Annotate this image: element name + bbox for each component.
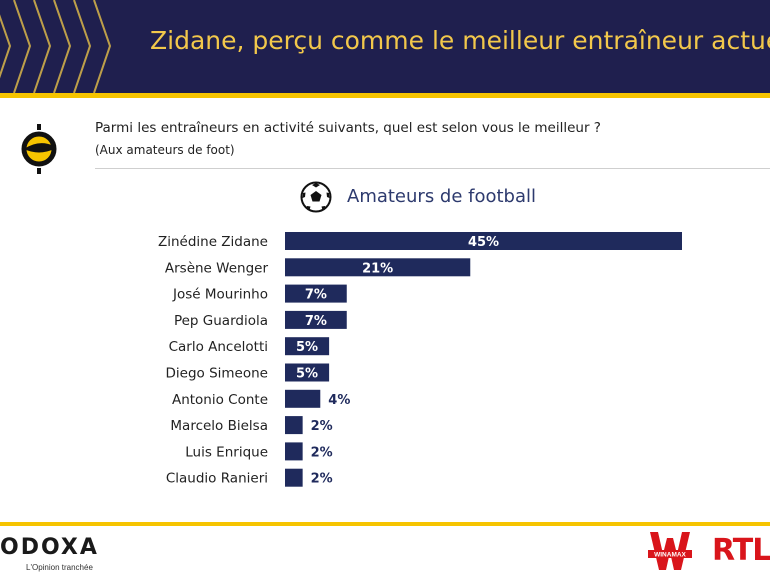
header-banner: Zidane, perçu comme le meilleur entraîne… [0, 0, 770, 93]
value-label: 2% [311, 472, 333, 487]
category-label: Pep Guardiola [174, 313, 268, 329]
odoxa-logo: ODOXA [0, 535, 99, 560]
category-label: Antonio Conte [172, 392, 268, 408]
rtl-logo: RTL [712, 533, 770, 568]
bar [285, 310, 347, 329]
separator-line [95, 168, 770, 169]
category-label: Arsène Wenger [165, 260, 269, 276]
category-label: José Mourinho [172, 287, 268, 303]
bar [285, 337, 330, 356]
bar [285, 258, 471, 277]
winamax-logo: WINAMAX [648, 532, 692, 570]
value-label: 5% [296, 367, 318, 382]
value-label: 5% [296, 340, 318, 355]
bar [285, 416, 303, 435]
value-label: 45% [468, 235, 499, 250]
category-label: Claudio Ranieri [166, 471, 268, 487]
question-icon [21, 124, 57, 174]
question-text: Parmi les entraîneurs en activité suivan… [95, 120, 601, 136]
category-label: Diego Simeone [166, 366, 268, 382]
bar [285, 442, 303, 461]
footer-accent-bar [0, 522, 770, 526]
value-label: 21% [362, 261, 393, 276]
bar [285, 389, 321, 408]
question-subtext: (Aux amateurs de foot) [95, 143, 235, 157]
chart-title: Amateurs de football [347, 186, 537, 207]
value-label: 2% [311, 419, 333, 434]
category-label: Marcelo Bielsa [170, 418, 268, 434]
header-accent-bar [0, 93, 770, 98]
value-label: 7% [305, 314, 327, 329]
page-title: Zidane, perçu comme le meilleur entraîne… [150, 26, 770, 55]
category-label: Carlo Ancelotti [169, 339, 268, 355]
value-label: 4% [328, 393, 350, 408]
bar [285, 468, 303, 487]
value-label: 2% [311, 445, 333, 460]
category-label: Zinédine Zidane [158, 234, 268, 250]
soccer-ball-icon [300, 181, 332, 213]
bar [285, 284, 347, 303]
header-pattern [0, 0, 112, 93]
odoxa-tagline: L'Opinion tranchée [26, 563, 93, 572]
winamax-logo-text: WINAMAX [654, 552, 686, 559]
category-label: Luis Enrique [185, 444, 268, 460]
bar [285, 232, 682, 250]
bar-chart: Zinédine Zidane 45% Arsène Wenger 21% José M… [158, 232, 682, 487]
bar [285, 363, 330, 382]
value-label: 7% [305, 288, 327, 303]
